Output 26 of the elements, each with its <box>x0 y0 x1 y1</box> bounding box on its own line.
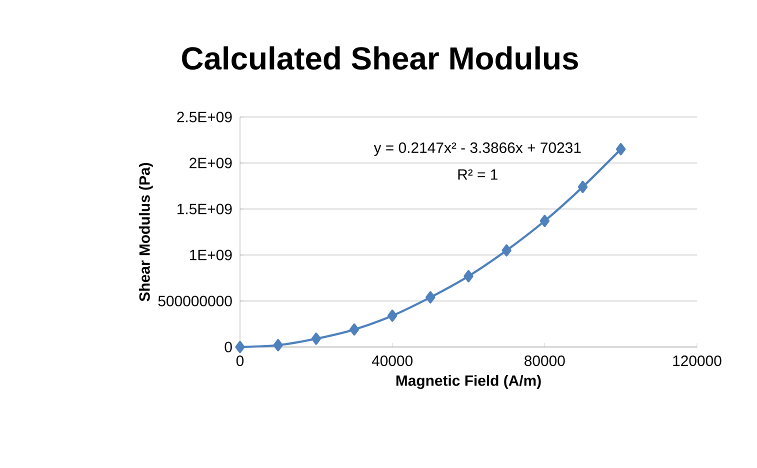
x-tick-label: 40000 <box>372 356 413 366</box>
x-tick-label: 0 <box>236 356 244 366</box>
point <box>578 180 588 194</box>
point <box>273 339 283 352</box>
y-tick-label: 2.5E+09 <box>177 112 232 122</box>
point <box>426 291 436 304</box>
y-tick-label: 1.5E+09 <box>178 204 232 214</box>
y-axis-title: Shear Modulus (Pa) <box>138 163 153 302</box>
point <box>616 143 626 156</box>
y-tick-label: 1E+09 <box>190 250 232 260</box>
point <box>540 214 550 228</box>
annotation: y = 0.2147x² - 3.3866x + 70231 <box>374 142 581 156</box>
y-tick-label: 500000000 <box>158 296 232 306</box>
y-tick-label: 2E+09 <box>190 158 232 168</box>
point <box>502 244 512 256</box>
x-tick-label: 80000 <box>524 356 565 366</box>
chart-title: Calculated Shear Modulus <box>182 46 578 70</box>
annotation: R² = 1 <box>458 169 498 180</box>
point <box>349 323 360 336</box>
point <box>387 310 398 322</box>
point <box>235 340 245 354</box>
point <box>311 332 322 345</box>
point <box>464 270 474 282</box>
x-axis-title: Magnetic Field (A/m) <box>396 374 541 389</box>
x-tick-label: 120000 <box>673 356 722 366</box>
y-tick-label: 0 <box>224 342 232 352</box>
